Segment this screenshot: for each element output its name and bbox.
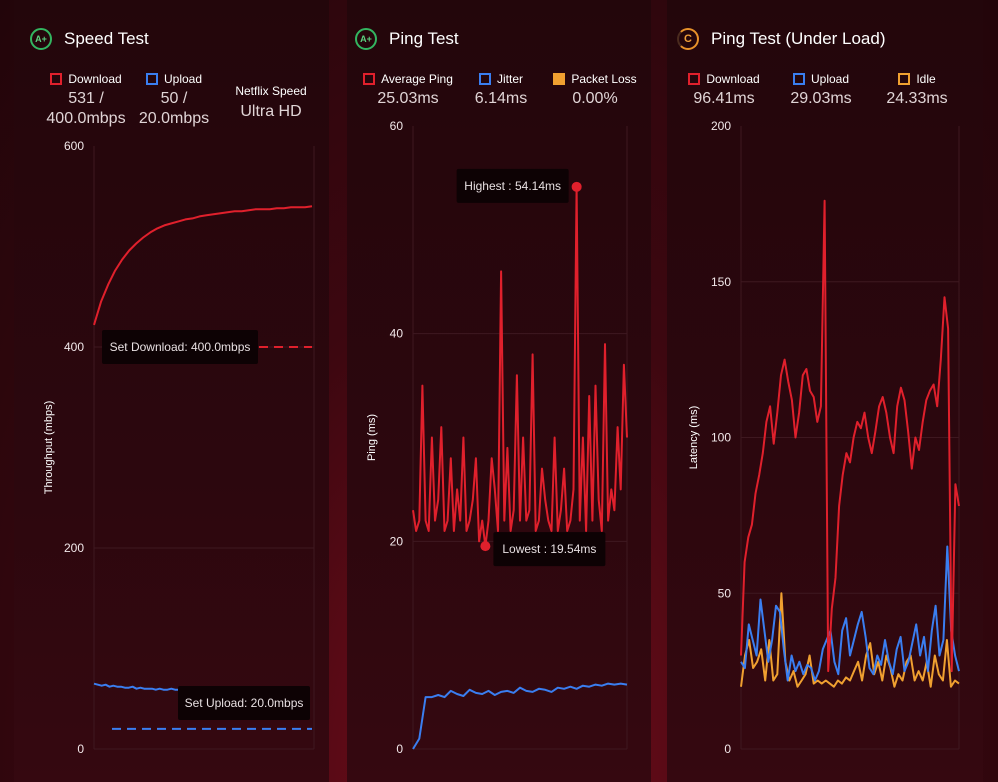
ping-load-panel: C Ping Test (Under Load) Download 96.41m… bbox=[667, 0, 983, 782]
legend-value: 6.14ms bbox=[474, 90, 528, 107]
idle-series-line bbox=[740, 592, 960, 688]
legend-value-2: 400.0mbps bbox=[46, 110, 126, 127]
y-axis-label: Ping (ms) bbox=[366, 414, 378, 461]
set-download-tooltip-box bbox=[102, 330, 258, 364]
legend-label: Idle bbox=[916, 72, 936, 86]
upload-square-icon bbox=[145, 73, 158, 85]
legend-label: Average Ping bbox=[381, 72, 453, 86]
download-square-icon bbox=[688, 73, 701, 85]
grade-badge-icon: A+ bbox=[30, 28, 52, 50]
y-tick-label: 50 bbox=[718, 586, 732, 600]
average-ping-series-line bbox=[412, 185, 628, 548]
speed-test-chart: 600 400 200 0 Throughput (mbps) Set Download:… bbox=[43, 139, 315, 756]
legend-average-ping[interactable]: Average Ping 25.03ms bbox=[353, 72, 463, 109]
y-tick-label: 40 bbox=[390, 327, 404, 341]
legend-value: 50 / bbox=[160, 90, 188, 107]
y-tick-label: 20 bbox=[390, 534, 404, 548]
legend-value: 531 / bbox=[68, 90, 104, 107]
upload-series-line bbox=[93, 682, 179, 691]
legend-value: 96.41ms bbox=[693, 90, 755, 107]
set-upload-tooltip-box bbox=[178, 686, 310, 720]
legend-upload[interactable]: Upload 50 / 20.0mbps bbox=[124, 72, 224, 129]
legend-label: Jitter bbox=[496, 72, 523, 86]
legend-jitter[interactable]: Jitter 6.14ms bbox=[461, 72, 541, 109]
packet-loss-square-icon bbox=[553, 73, 566, 85]
download-series-line bbox=[93, 205, 313, 326]
legend-label: Download bbox=[68, 72, 122, 86]
legend-label: Upload bbox=[163, 72, 203, 86]
y-tick-label: 200 bbox=[711, 119, 731, 133]
panel-title: Ping Test (Under Load) bbox=[711, 29, 886, 48]
legend-label: Upload bbox=[810, 72, 850, 86]
ping-load-chart: 200 150 100 50 0 Latency (ms) bbox=[688, 119, 960, 756]
panel-title: Speed Test bbox=[64, 29, 149, 48]
y-axis-label: Latency (ms) bbox=[688, 406, 700, 470]
y-tick-label: 0 bbox=[77, 742, 84, 756]
y-tick-label: 60 bbox=[390, 119, 404, 133]
ping-test-title: A+ Ping Test bbox=[355, 28, 459, 50]
jitter-square-icon bbox=[478, 73, 491, 85]
netflix-speed: Netflix Speed Ultra HD bbox=[219, 84, 323, 122]
highest-tooltip-text: Highest : 54.14ms bbox=[464, 179, 561, 193]
idle-square-icon bbox=[898, 73, 911, 85]
netflix-label: Netflix Speed bbox=[235, 84, 307, 98]
legend-value-2: 20.0mbps bbox=[138, 110, 210, 127]
y-tick-label: 0 bbox=[396, 742, 403, 756]
speed-test-title: A+ Speed Test bbox=[30, 28, 149, 50]
legend-value: 29.03ms bbox=[790, 90, 852, 107]
y-tick-label: 150 bbox=[711, 275, 731, 289]
y-tick-label: 600 bbox=[64, 139, 84, 153]
legend-value: 24.33ms bbox=[886, 90, 948, 107]
highest-marker bbox=[571, 181, 582, 192]
ping-test-panel: A+ Ping Test Average Ping 25.03ms Jitter… bbox=[347, 0, 651, 782]
netflix-value: Ultra HD bbox=[240, 103, 302, 120]
upload-series-line bbox=[740, 545, 960, 682]
y-tick-label: 100 bbox=[711, 431, 731, 445]
grade-badge-icon: A+ bbox=[355, 28, 377, 50]
legend-download[interactable]: Download 531 / 400.0mbps bbox=[36, 72, 136, 129]
legend-idle[interactable]: Idle 24.33ms bbox=[877, 72, 957, 109]
upload-square-icon bbox=[792, 73, 805, 85]
y-tick-label: 200 bbox=[64, 541, 84, 555]
speed-test-panel: A+ Speed Test Download 531 / 400.0mbps U… bbox=[14, 0, 329, 782]
lowest-tooltip-box bbox=[493, 532, 606, 567]
legend-download[interactable]: Download 96.41ms bbox=[679, 72, 769, 109]
legend-upload[interactable]: Upload 29.03ms bbox=[781, 72, 861, 109]
ping-load-title: C Ping Test (Under Load) bbox=[677, 28, 886, 50]
set-upload-tooltip-text: Set Upload: 20.0mbps bbox=[185, 696, 304, 710]
legend-value: 25.03ms bbox=[377, 90, 439, 107]
jitter-series-line bbox=[412, 682, 628, 750]
set-download-tooltip-text: Set Download: 400.0mbps bbox=[110, 340, 251, 354]
y-tick-label: 0 bbox=[724, 742, 731, 756]
lowest-marker bbox=[480, 541, 491, 552]
download-square-icon bbox=[50, 73, 63, 85]
legend-label: Download bbox=[706, 72, 760, 86]
lowest-tooltip-text: Lowest : 19.54ms bbox=[502, 542, 596, 556]
legend-label: Packet Loss bbox=[571, 72, 637, 86]
y-axis-label: Throughput (mbps) bbox=[43, 401, 55, 495]
legend-packet-loss[interactable]: Packet Loss 0.00% bbox=[545, 72, 645, 109]
ping-test-chart: 60 40 20 0 Ping (ms) Highest : 54.14ms Lowest … bbox=[366, 119, 628, 756]
y-tick-label: 400 bbox=[64, 340, 84, 354]
legend-value: 0.00% bbox=[572, 90, 618, 107]
grade-badge-icon: C bbox=[677, 28, 699, 50]
average-ping-square-icon bbox=[363, 73, 376, 85]
highest-tooltip-box bbox=[456, 168, 569, 203]
download-series-line bbox=[740, 199, 960, 673]
panel-title: Ping Test bbox=[389, 29, 459, 48]
